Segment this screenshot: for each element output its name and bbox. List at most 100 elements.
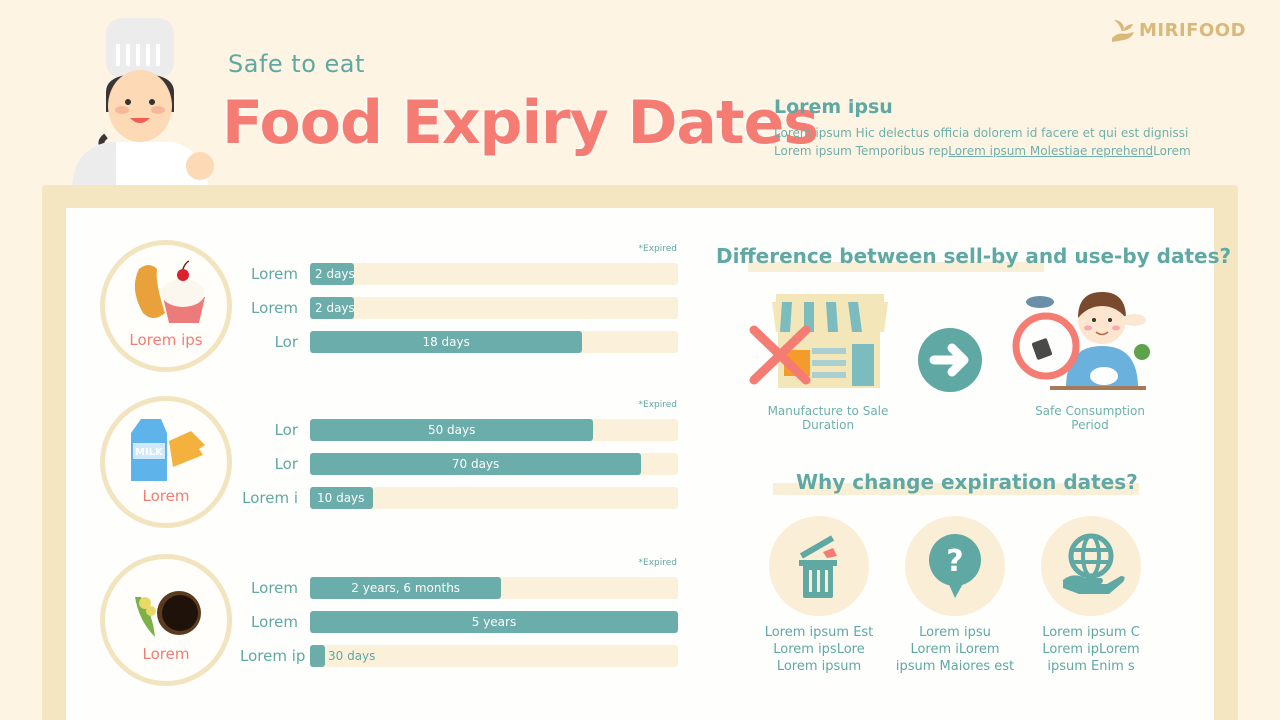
bar-value: 30 days	[328, 649, 376, 663]
bar-value: 2 days	[315, 267, 355, 281]
reason-line: Lorem ipLorem	[1042, 642, 1140, 657]
food-category-circle: MILK Lorem	[100, 396, 232, 528]
page-title: Food Expiry Dates	[222, 88, 819, 158]
logo-text: MIRIFOOD	[1139, 19, 1247, 41]
intro-text: Lorem ipsum Hic delectus officia dolorem…	[774, 124, 1214, 160]
bar-track: 2 days	[310, 263, 678, 285]
intro-line-1: Lorem ipsum Hic delectus officia dolorem…	[774, 126, 1189, 140]
bakery-icon	[134, 260, 205, 323]
intro-title: Lorem ipsu	[774, 96, 893, 118]
reason-text: Lorem ipsum C Lorem ipLorem ipsum Enim s	[1021, 624, 1161, 675]
reason-line: Lorem ipsu	[919, 625, 991, 640]
reason-item: ? Lorem ipsu Lorem iLorem ipsum Maiores …	[885, 516, 1025, 675]
bar-fill	[310, 577, 502, 599]
bar-label: Lor	[274, 455, 298, 473]
bar-track: 70 days	[310, 453, 678, 475]
coffee-icon	[135, 591, 201, 637]
reason-line: ipsum Maiores est	[895, 659, 1015, 674]
bar-label: Lorem i	[242, 489, 298, 507]
bar-track: 2 years, 6 months	[310, 577, 678, 599]
reason-circle: ?	[905, 516, 1005, 616]
bar-row: Lor 18 days	[240, 331, 678, 353]
bar-track: 5 years	[310, 611, 678, 633]
food-category-label: Lorem ips	[129, 331, 203, 349]
food-category-label: Lorem	[142, 645, 190, 663]
arrow-right-icon	[929, 343, 969, 377]
svg-text:MILK: MILK	[135, 447, 164, 458]
reason-circle	[1041, 516, 1141, 616]
reason-circle	[769, 516, 869, 616]
bar-row: Lor 50 days	[240, 419, 678, 441]
bar-row: Lorem 2 days	[240, 263, 678, 285]
reason-text: Lorem ipsum Est Lorem ipsLore Lorem ipsu…	[749, 624, 889, 675]
bar-fill	[310, 419, 594, 441]
bar-label: Lorem ip	[240, 647, 306, 665]
difference-title: Difference between sell-by and use-by da…	[716, 244, 1232, 268]
leaf-hand-icon	[1112, 20, 1134, 42]
bar-label: Lor	[274, 421, 298, 439]
bar-label: Lorem	[251, 265, 298, 283]
reason-item: Lorem ipsum Est Lorem ipsLore Lorem ipsu…	[749, 516, 889, 675]
caption-line: Manufacture to Sale	[767, 404, 889, 418]
bar-row: Lor 70 days	[240, 453, 678, 475]
use-by-caption: Safe Consumption Period	[1010, 404, 1170, 432]
brand-logo[interactable]: MIRIFOOD	[1110, 18, 1246, 42]
intro-block: Lorem ipsu Lorem ipsum Hic delectus offi…	[774, 96, 1214, 160]
arrow-right-button	[918, 328, 982, 392]
bar-value: 2 days	[315, 301, 355, 315]
reason-line: Lorem ipsum Est	[764, 625, 874, 640]
reason-item: Lorem ipsum C Lorem ipLorem ipsum Enim s	[1021, 516, 1161, 675]
question-bubble-icon: ?	[929, 534, 981, 598]
bar-label: Lorem	[251, 613, 298, 631]
bar-row: Lorem ip 30 days	[240, 645, 678, 667]
food-category-circle: Lorem	[100, 554, 232, 686]
caption-line: Safe Consumption	[1035, 404, 1145, 418]
reason-line: Lorem ipsum	[776, 659, 862, 674]
person-eating-icon	[1012, 292, 1150, 390]
title-highlight	[773, 483, 1139, 495]
food-category-label: Lorem	[142, 487, 190, 505]
bar-track: 10 days	[310, 487, 678, 509]
subtitle: Safe to eat	[228, 50, 365, 78]
bar-track: 50 days	[310, 419, 678, 441]
globe-hand-icon	[1063, 533, 1125, 594]
bar-label: Lor	[274, 333, 298, 351]
bar-track: 18 days	[310, 331, 678, 353]
bar-track: 2 days	[310, 297, 678, 319]
intro-text-part: Lorem ipsum Temporibus rep	[774, 144, 949, 158]
food-category-circle: Lorem ips	[100, 240, 232, 372]
dairy-icon: MILK	[131, 419, 205, 481]
store-crossed-icon	[749, 294, 888, 388]
title-highlight	[748, 262, 1044, 272]
svg-text:?: ?	[946, 544, 963, 579]
bar-fill	[310, 611, 678, 633]
trash-icon	[799, 535, 837, 598]
bar-value: 2 years, 6 months	[351, 581, 461, 595]
food-group-dairy: MILK Lorem *Expired Lor 50 days Lor 70 d…	[100, 396, 680, 531]
why-title: Why change expiration dates?	[796, 470, 1138, 494]
bar-fill	[310, 297, 355, 319]
intro-link[interactable]: Lorem ipsum Molestiae reprehend	[948, 144, 1154, 158]
expired-note: *Expired	[638, 400, 677, 410]
caption-line: Duration	[801, 418, 855, 432]
reason-line: Lorem ipsLore	[773, 642, 865, 657]
chef-illustration	[72, 18, 214, 190]
food-group-bakery: Lorem ips *Expired Lorem 2 days Lorem 2 …	[100, 240, 680, 375]
reason-line: Lorem iLorem	[910, 642, 1000, 657]
reason-line: Lorem ipsum C	[1042, 625, 1140, 640]
sell-by-caption: Manufacture to Sale Duration	[748, 404, 908, 432]
bar-value: 10 days	[317, 491, 365, 505]
bar-fill	[310, 263, 355, 285]
bar-value: 5 years	[471, 615, 517, 629]
expired-note: *Expired	[638, 558, 677, 568]
expired-note: *Expired	[638, 244, 677, 254]
bar-fill	[310, 453, 642, 475]
bar-fill	[310, 487, 373, 509]
reason-text: Lorem ipsu Lorem iLorem ipsum Maiores es…	[885, 624, 1025, 675]
bar-row: Lorem i 10 days	[240, 487, 678, 509]
bar-value: 70 days	[451, 457, 500, 471]
bar-row: Lorem 5 years	[240, 611, 678, 633]
bar-track: 30 days	[310, 645, 678, 667]
caption-line: Period	[1071, 418, 1109, 432]
bar-label: Lorem	[251, 299, 298, 317]
